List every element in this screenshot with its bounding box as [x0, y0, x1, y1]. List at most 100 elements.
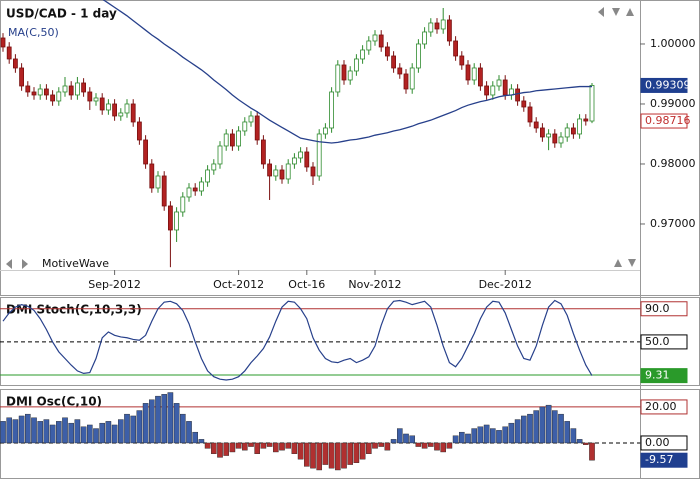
candle-body	[130, 103, 136, 123]
x-tick-label: Nov-2012	[348, 278, 401, 291]
icon[interactable]	[614, 259, 622, 267]
icon[interactable]	[598, 7, 604, 17]
candle-body	[198, 181, 204, 192]
candle-body	[347, 70, 353, 81]
plot-area	[0, 0, 595, 268]
histogram-bar	[12, 419, 19, 444]
y-tick-label-box	[640, 435, 688, 451]
histogram-bar	[347, 442, 354, 465]
candle-body	[217, 145, 223, 165]
histogram-bar	[155, 395, 161, 444]
histogram-bar	[130, 415, 137, 444]
histogram-bar	[37, 421, 43, 444]
candle-body	[56, 91, 62, 102]
histogram-bar	[279, 442, 285, 451]
histogram-bar	[384, 442, 391, 451]
icon[interactable]	[628, 259, 636, 267]
histogram-bar	[514, 419, 521, 444]
candle-body	[577, 118, 582, 135]
histogram-bar	[564, 421, 570, 444]
last-close-label: 0.99309	[645, 78, 691, 91]
histogram-bar	[465, 433, 471, 444]
candle-body	[422, 31, 428, 45]
histogram-bar	[93, 428, 99, 444]
candle-body	[87, 91, 93, 102]
histogram-bar	[459, 431, 465, 444]
candle-body	[279, 169, 285, 180]
candle-body	[415, 43, 421, 69]
histogram-bar	[99, 422, 105, 444]
histogram-bar	[558, 413, 564, 444]
candle-body	[19, 67, 25, 87]
histogram-bar	[229, 442, 236, 453]
y-tick-label: 1.00000	[650, 37, 696, 50]
histogram-bar	[589, 442, 595, 461]
candle-body	[329, 91, 335, 129]
histogram-bar	[266, 442, 273, 447]
candle-body	[136, 121, 142, 141]
histogram-bar	[471, 428, 478, 444]
icon[interactable]	[612, 8, 620, 16]
histogram-bar	[434, 442, 440, 451]
candle-body	[391, 55, 397, 69]
candle-body	[341, 64, 347, 81]
candle-body	[155, 175, 161, 189]
histogram-bar	[210, 442, 217, 454]
candle-body	[465, 64, 471, 81]
histogram-bar	[161, 394, 168, 444]
x-tick-label: Dec-2012	[479, 278, 532, 291]
watermark: MotiveWave	[42, 257, 109, 270]
candle-body	[298, 151, 304, 159]
icon[interactable]	[22, 259, 28, 269]
candle-body	[353, 58, 359, 72]
candle-body	[316, 133, 322, 177]
histogram-bar	[179, 413, 186, 444]
histogram-bar	[403, 433, 409, 444]
histogram-bar	[198, 439, 205, 444]
histogram-bar	[254, 442, 261, 454]
histogram-bar	[545, 404, 552, 444]
histogram-bar	[62, 417, 68, 444]
histogram-bar	[366, 442, 372, 454]
histogram-bar	[527, 413, 533, 444]
histogram-bar	[192, 431, 199, 444]
candle-body	[37, 88, 43, 96]
x-tick-label: Oct-16	[288, 278, 325, 291]
candle-body	[106, 103, 111, 111]
candle-body	[310, 166, 316, 177]
icon[interactable]	[626, 8, 634, 16]
candle-body	[533, 121, 539, 129]
histogram-bar	[204, 442, 211, 449]
histogram-bar	[390, 439, 397, 444]
nav-icons[interactable]	[6, 7, 636, 269]
candle-body	[540, 127, 545, 138]
icon[interactable]	[6, 259, 12, 269]
histogram-bar	[335, 442, 341, 471]
candle-body	[428, 22, 434, 33]
candle-body	[242, 121, 248, 132]
candle-body	[68, 85, 74, 96]
candle-body	[6, 46, 12, 60]
histogram-bar	[533, 410, 539, 444]
candle-body	[378, 34, 384, 48]
candle-body	[93, 97, 99, 102]
candle-body	[564, 127, 570, 138]
histogram-bar	[142, 403, 149, 444]
panel-title: DMI Stoch(C,10,3,3)	[6, 303, 142, 317]
last-open-label: 0.98716	[645, 114, 691, 127]
y-tick-label: 0.00	[645, 436, 670, 449]
candle-body	[459, 55, 465, 66]
histogram-bar	[310, 442, 316, 469]
candle-body	[440, 19, 446, 30]
plot-area	[0, 392, 640, 471]
histogram-bar	[452, 435, 459, 444]
y-tick-label: 50.0	[645, 335, 670, 348]
candle-body	[384, 46, 390, 57]
candle-body	[50, 94, 55, 102]
histogram-bar	[80, 426, 87, 444]
panel-border	[0, 0, 700, 296]
chart-title: USD/CAD - 1 day	[6, 7, 117, 21]
candle-body	[285, 163, 291, 180]
candle-body	[360, 49, 366, 60]
y-tick-label: 0.98000	[650, 157, 696, 170]
